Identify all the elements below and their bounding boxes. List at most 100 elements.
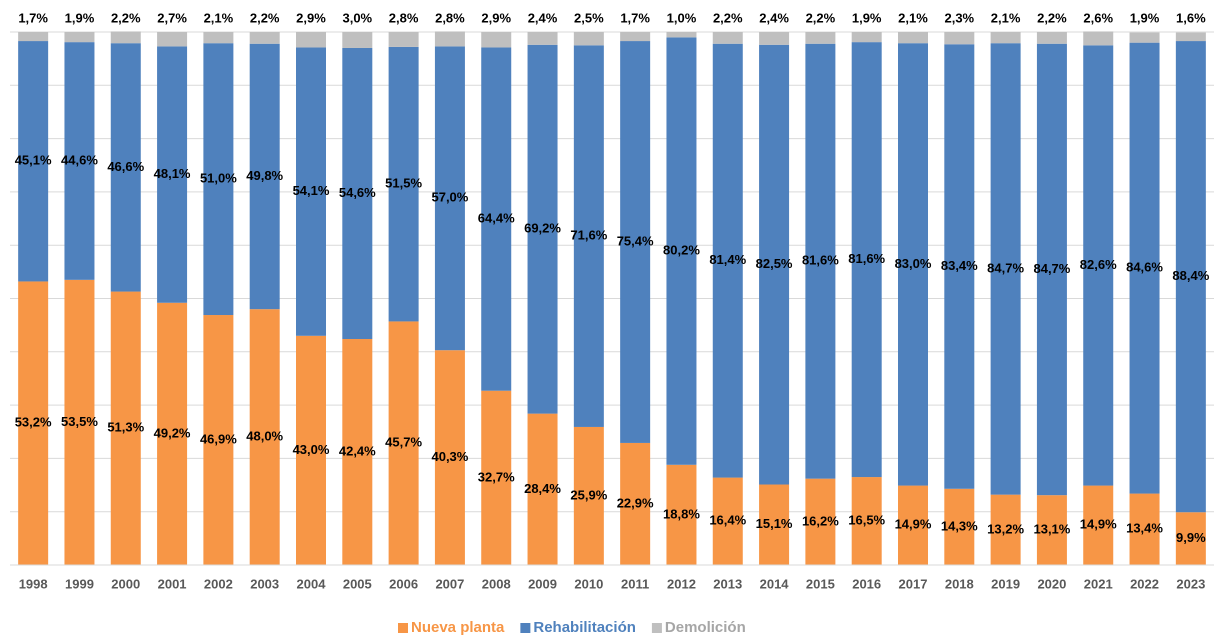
data-label: 83,4% xyxy=(941,258,978,273)
data-label: 2,9% xyxy=(296,10,326,25)
x-tick-label: 2011 xyxy=(621,576,649,591)
data-label: 84,7% xyxy=(1033,261,1070,276)
bar-segment xyxy=(1129,42,1160,494)
bar-segment xyxy=(296,32,326,48)
bar-segment xyxy=(110,291,141,565)
data-label: 15,1% xyxy=(756,516,793,531)
data-label: 40,3% xyxy=(431,449,468,464)
bar-segment xyxy=(481,32,512,48)
data-label: 16,5% xyxy=(848,512,885,527)
legend: Nueva planta Rehabilitación Demolición xyxy=(398,619,746,636)
data-label: 57,0% xyxy=(431,190,468,205)
data-label: 3,0% xyxy=(342,10,372,25)
bar-segment xyxy=(527,413,558,565)
legend-label: Nueva planta xyxy=(411,619,505,636)
bar-segment xyxy=(944,44,975,489)
x-tick-label: 2023 xyxy=(1176,576,1205,591)
bar-segment xyxy=(1083,31,1114,46)
bar-segment xyxy=(64,32,95,43)
data-label: 49,8% xyxy=(246,168,283,183)
data-label: 2,4% xyxy=(759,10,789,25)
data-label: 43,0% xyxy=(293,442,330,457)
x-tick-label: 2021 xyxy=(1084,576,1113,591)
x-tick-label: 2006 xyxy=(389,576,418,591)
bar-segment xyxy=(481,47,512,391)
data-label: 46,6% xyxy=(107,159,144,174)
bar-segment xyxy=(573,45,604,427)
bar-segment xyxy=(990,32,1021,44)
data-label: 88,4% xyxy=(1172,268,1209,283)
data-label: 14,9% xyxy=(1080,517,1117,532)
x-tick-label: 2013 xyxy=(713,576,742,591)
bar-segment xyxy=(1083,485,1114,565)
bar-segment xyxy=(110,43,141,292)
bar-segment xyxy=(759,44,790,485)
bar-segment xyxy=(666,464,697,565)
x-tick-label: 2002 xyxy=(204,576,233,591)
x-tick-label: 2010 xyxy=(574,576,603,591)
bar-segment xyxy=(342,32,373,48)
bar-segment xyxy=(1175,512,1206,565)
bar-segment xyxy=(759,32,790,45)
data-label: 45,1% xyxy=(15,153,52,168)
bar-segment xyxy=(620,442,651,565)
data-label: 54,1% xyxy=(293,183,330,198)
data-label: 2,3% xyxy=(944,10,974,25)
data-label: 2,1% xyxy=(898,10,928,25)
x-tick-label: 2009 xyxy=(528,576,557,591)
bar-segment xyxy=(18,32,49,42)
bar-segment xyxy=(666,32,697,38)
data-label: 1,9% xyxy=(65,10,95,25)
bar-segment xyxy=(666,37,697,465)
data-label: 1,7% xyxy=(18,10,48,25)
legend-swatch xyxy=(651,623,662,633)
data-label: 2,8% xyxy=(389,10,419,25)
bar-segment xyxy=(851,477,882,565)
bar-segment xyxy=(249,43,280,310)
x-tick-label: 2001 xyxy=(158,576,187,591)
data-label: 2,9% xyxy=(481,10,511,25)
bar-segment xyxy=(1175,41,1206,513)
x-tick-label: 2015 xyxy=(806,576,835,591)
bar-segment xyxy=(1036,32,1067,44)
data-label: 75,4% xyxy=(617,233,654,248)
bar-segment xyxy=(527,44,558,414)
bar-segment xyxy=(157,32,188,47)
bar-segment xyxy=(388,46,419,322)
bar-segment xyxy=(296,47,326,336)
data-label: 25,9% xyxy=(570,487,607,502)
legend-swatch xyxy=(398,623,408,633)
bar-segment xyxy=(712,477,743,565)
data-label: 22,9% xyxy=(617,495,654,510)
x-tick-label: 2000 xyxy=(111,576,140,591)
data-label: 51,5% xyxy=(385,176,422,191)
data-label: 2,1% xyxy=(991,10,1021,25)
data-label: 54,6% xyxy=(339,185,376,200)
bar-segment xyxy=(1129,32,1160,43)
legend-label: Rehabilitación xyxy=(533,619,636,636)
data-label: 69,2% xyxy=(524,221,561,236)
data-label: 2,2% xyxy=(250,10,280,25)
bar-segment xyxy=(805,478,836,565)
data-label: 2,1% xyxy=(204,10,234,25)
bar-segment xyxy=(898,32,928,44)
bar-segment xyxy=(990,494,1021,565)
data-label: 53,2% xyxy=(15,415,52,430)
bar-segment xyxy=(851,42,882,478)
data-label: 51,0% xyxy=(200,171,237,186)
data-label: 32,7% xyxy=(478,469,515,484)
bar-segment xyxy=(1129,493,1160,565)
bar-segment xyxy=(990,43,1021,495)
bar-segment xyxy=(388,321,419,565)
bar-segment xyxy=(898,43,928,486)
bar-segment xyxy=(434,350,465,565)
data-label: 84,6% xyxy=(1126,260,1163,275)
data-label: 64,4% xyxy=(478,211,515,226)
data-label: 81,4% xyxy=(709,252,746,267)
data-label: 9,9% xyxy=(1176,530,1206,545)
bar-segment xyxy=(249,309,280,565)
bar-segment xyxy=(712,43,743,478)
x-tick-label: 2012 xyxy=(667,576,696,591)
bar-segment xyxy=(296,335,326,565)
bar-segment xyxy=(759,484,790,565)
